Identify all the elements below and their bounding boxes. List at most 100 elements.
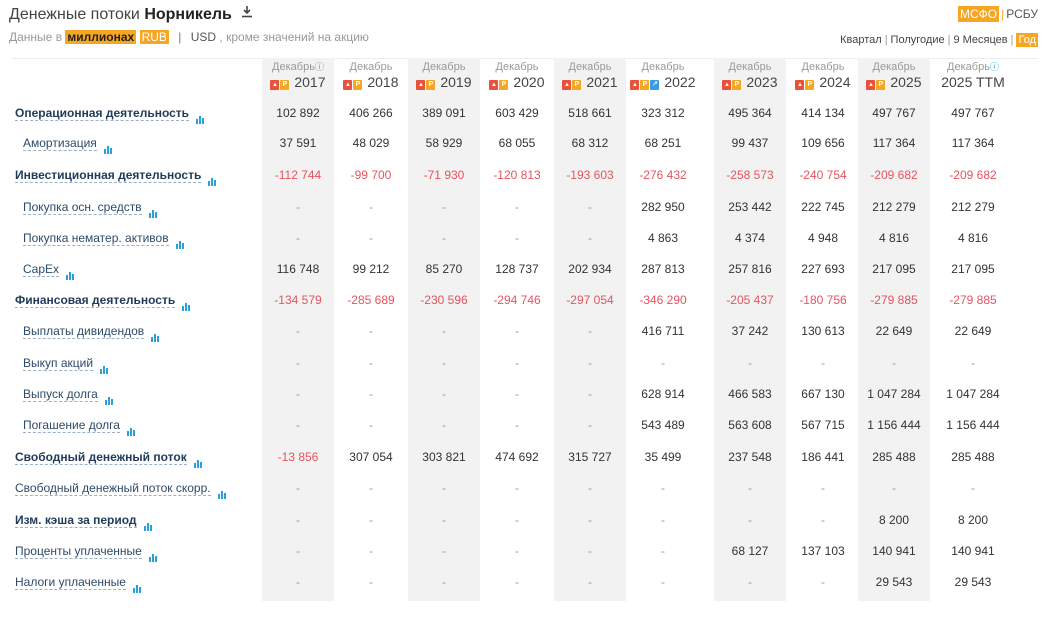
download-icon[interactable] — [242, 6, 253, 21]
row-label[interactable]: Выплаты дивидендов — [23, 321, 161, 342]
bar-chart-icon[interactable] — [104, 385, 115, 405]
table-cell: 217 095 — [872, 262, 916, 276]
standard-ras[interactable]: РСБУ — [1006, 7, 1038, 21]
info-icon[interactable]: ⓘ — [314, 62, 324, 72]
pdf-icon[interactable]: ▲ — [270, 80, 280, 90]
row-label[interactable]: Амортизация — [23, 133, 114, 154]
bar-chart-icon[interactable] — [148, 198, 159, 218]
table-cell: - — [515, 324, 519, 338]
column-year-label: 2020 — [509, 74, 545, 90]
report-icon[interactable]: P — [640, 80, 650, 90]
table-cell: - — [515, 575, 519, 589]
table-cell: - — [442, 513, 446, 527]
row-label[interactable]: Операционная деятельность — [15, 103, 206, 124]
bar-chart-icon[interactable] — [151, 322, 161, 342]
column-year: ▲ P 2017 — [262, 74, 334, 90]
column-header: Декабрьⓘ ▲ P 2017 — [262, 62, 334, 90]
bar-chart-icon[interactable] — [193, 448, 204, 468]
period-1[interactable]: Полугодие — [890, 34, 945, 46]
bar-chart-icon[interactable] — [182, 291, 192, 311]
table-cell: - — [296, 356, 300, 370]
row-label[interactable]: Налоги уплаченные — [15, 572, 143, 593]
bar-chart-icon[interactable] — [132, 573, 143, 593]
pdf-icon[interactable]: ▲ — [489, 80, 499, 90]
report-icon[interactable]: P — [280, 80, 290, 90]
standard-ifrs[interactable]: МСФО — [957, 6, 1000, 22]
period-active[interactable]: Год — [1016, 33, 1038, 47]
row-label[interactable]: Погашение долга — [23, 415, 137, 436]
currency-usd[interactable]: USD — [190, 30, 217, 44]
table-cell: - — [588, 231, 592, 245]
report-icon[interactable]: P — [426, 80, 436, 90]
column-shade — [408, 58, 480, 601]
header-divider — [12, 58, 1038, 59]
bar-chart-icon[interactable] — [148, 542, 159, 562]
standards-switch: МСФО | РСБУ — [957, 6, 1038, 22]
report-icon[interactable]: P — [876, 80, 886, 90]
table-cell: 8 200 — [957, 513, 989, 527]
row-label[interactable]: Инвестиционная деятельность — [15, 165, 218, 186]
report-icon[interactable]: P — [572, 80, 582, 90]
table-cell: 85 270 — [425, 262, 463, 276]
bar-chart-icon[interactable] — [126, 416, 137, 436]
column-month: Декабрьⓘ — [272, 61, 324, 73]
row-label[interactable]: Покупка осн. средств — [23, 197, 159, 218]
table-cell: 140 941 — [951, 544, 995, 558]
bar-chart-icon[interactable] — [175, 229, 186, 249]
row-label[interactable]: Проценты уплаченные — [15, 541, 159, 562]
table-cell: -112 744 — [274, 168, 322, 182]
period-2[interactable]: 9 Месяцев — [953, 34, 1008, 46]
table-cell: - — [442, 544, 446, 558]
table-cell: -99 700 — [350, 168, 392, 182]
units-suffix: , кроме значений на акцию — [219, 30, 369, 44]
row-label-text: Покупка нематер. активов — [23, 231, 169, 246]
row-label-text: Выплаты дивидендов — [23, 324, 145, 339]
row-label[interactable]: Изм. кэша за период — [15, 510, 154, 531]
bar-chart-icon[interactable] — [143, 511, 154, 531]
row-label[interactable]: CapEx — [23, 259, 76, 280]
column-year-label: 2017 — [290, 74, 326, 90]
column-month: Декабрь — [728, 61, 772, 73]
table-cell: - — [661, 544, 665, 558]
document-icon[interactable]: ↗ — [650, 80, 660, 90]
row-label[interactable]: Финансовая деятельность — [15, 290, 192, 311]
pdf-icon[interactable]: ▲ — [343, 80, 353, 90]
column-year-label: 2021 — [582, 74, 618, 90]
bar-chart-icon[interactable] — [66, 260, 76, 280]
bar-chart-icon[interactable] — [100, 354, 110, 374]
bar-chart-icon[interactable] — [103, 134, 114, 154]
period-0[interactable]: Квартал — [840, 34, 882, 46]
table-cell: 222 745 — [801, 200, 845, 214]
table-row: Выплаты дивидендов - - - - - 416 711 37 242 130 … — [0, 321, 1050, 342]
row-label-text: Изм. кэша за период — [15, 513, 137, 528]
table-cell: 117 364 — [951, 136, 995, 150]
pdf-icon[interactable]: ▲ — [722, 80, 732, 90]
bar-chart-icon[interactable] — [196, 104, 206, 124]
table-cell: - — [369, 387, 373, 401]
row-label[interactable]: Свободный денежный поток скорр. — [15, 478, 228, 499]
bar-chart-icon[interactable] — [217, 479, 228, 499]
table-cell: - — [588, 544, 592, 558]
row-label[interactable]: Выкуп акций — [23, 353, 110, 374]
report-icon[interactable]: P — [732, 80, 742, 90]
column-header: Декабрь ▲ P ↗ 2022 — [627, 62, 699, 90]
table-cell: - — [588, 418, 592, 432]
report-icon[interactable]: P — [805, 80, 815, 90]
row-label[interactable]: Покупка нематер. активов — [23, 228, 186, 249]
units-scale[interactable]: миллионах — [65, 30, 137, 44]
row-label[interactable]: Свободный денежный поток — [15, 447, 204, 468]
table-cell: - — [369, 200, 373, 214]
report-icon[interactable]: P — [353, 80, 363, 90]
info-icon[interactable]: ⓘ — [989, 62, 999, 72]
pdf-icon[interactable]: ▲ — [630, 80, 640, 90]
currency-rub[interactable]: RUB — [139, 30, 169, 44]
table-cell: - — [588, 481, 592, 495]
bar-chart-icon[interactable] — [208, 166, 218, 186]
table-cell: - — [821, 513, 825, 527]
pdf-icon[interactable]: ▲ — [795, 80, 805, 90]
pdf-icon[interactable]: ▲ — [416, 80, 426, 90]
report-icon[interactable]: P — [499, 80, 509, 90]
pdf-icon[interactable]: ▲ — [866, 80, 876, 90]
row-label[interactable]: Выпуск долга — [23, 384, 115, 405]
pdf-icon[interactable]: ▲ — [562, 80, 572, 90]
